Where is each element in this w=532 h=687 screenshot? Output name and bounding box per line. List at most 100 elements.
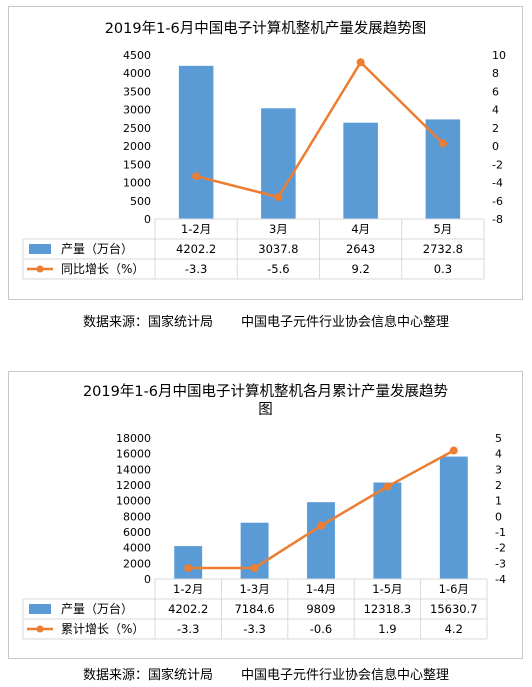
category-label: 1-4月 xyxy=(306,582,336,596)
y-left-tick-label: 3500 xyxy=(123,85,151,98)
table-value-production: 15630.7 xyxy=(430,602,478,616)
category-label: 4月 xyxy=(351,222,370,236)
y-right-tick-label: 0 xyxy=(495,510,502,523)
chart-panel-monthly: 2019年1-6月中国电子计算机整机产量发展趋势图 0 500 1000 1500 200… xyxy=(8,6,523,300)
y-left-tick-label: 1500 xyxy=(123,158,151,171)
table-value-production: 7184.6 xyxy=(234,602,274,616)
table-value-production: 9809 xyxy=(306,602,335,616)
y-left-tick-label: 4000 xyxy=(123,542,151,555)
legend-label-bar: 产量（万台） xyxy=(61,601,133,616)
table-value-production: 12318.3 xyxy=(364,602,412,616)
y-right-tick-label: -4 xyxy=(495,573,506,586)
y-right-tick-label: 0 xyxy=(492,140,499,153)
growth-point xyxy=(317,521,325,530)
table-value-growth: -3.3 xyxy=(185,262,207,276)
source-note-2: 数据来源：国家统计局 中国电子元件行业协会信息中心整理 xyxy=(0,664,532,683)
y-left-tick-label: 2000 xyxy=(123,557,151,570)
legend-label-bar: 产量（万台） xyxy=(61,241,133,256)
growth-point xyxy=(184,564,193,573)
category-label: 1-2月 xyxy=(181,222,211,236)
table-value-growth: 1.9 xyxy=(378,622,396,636)
y-left-tick-label: 14000 xyxy=(116,463,151,476)
y-right-tick-label: 1 xyxy=(495,495,502,508)
organizer-label: 中国电子元件行业协会信息中心整理 xyxy=(241,315,450,330)
growth-point xyxy=(274,193,283,202)
y-left-tick-label: 16000 xyxy=(116,448,151,461)
source-note-1: 数据来源：国家统计局 中国电子元件行业协会信息中心整理 xyxy=(0,311,532,330)
source-label: 数据来源：国家统计局 xyxy=(82,668,213,683)
y-right-tick-label: -6 xyxy=(492,195,503,208)
y-left-tick-label: 12000 xyxy=(116,479,151,492)
y-right-tick-label: -2 xyxy=(495,542,506,555)
bar xyxy=(178,65,214,220)
y-left-tick-label: 8000 xyxy=(123,510,151,523)
growth-point xyxy=(438,139,447,148)
legend-key-marker xyxy=(36,265,44,273)
growth-point xyxy=(250,564,259,573)
bar xyxy=(373,482,402,579)
y-right-tick-label: -2 xyxy=(492,158,503,171)
category-label: 1-5月 xyxy=(372,582,402,596)
y-right-tick-label: 10 xyxy=(492,49,506,62)
legend-key-marker xyxy=(36,625,44,633)
legend-key-bar xyxy=(29,244,51,254)
bar xyxy=(261,108,296,219)
source-label: 数据来源：国家统计局 xyxy=(82,315,213,330)
chart-title-line2: 图 xyxy=(258,402,273,418)
y-right-tick-label: -8 xyxy=(492,213,503,226)
y-left-tick-label: 4500 xyxy=(123,49,151,62)
y-right-tick-label: 4 xyxy=(495,448,502,461)
y-right-tick-label: 4 xyxy=(492,104,499,117)
growth-point xyxy=(449,446,458,455)
y-left-tick-label: 500 xyxy=(130,195,151,208)
y-left-tick-label: 3000 xyxy=(123,104,151,117)
y-right-tick-label: 8 xyxy=(492,67,499,80)
table-value-production: 2643 xyxy=(346,242,375,256)
table-value-growth: -0.6 xyxy=(310,622,332,636)
y-left-tick-label: 4000 xyxy=(123,67,151,80)
category-label: 5月 xyxy=(433,222,452,236)
y-left-tick-label: 18000 xyxy=(116,432,151,445)
y-right-tick-label: 6 xyxy=(492,85,499,98)
y-left-tick-label: 2000 xyxy=(123,140,151,153)
y-right-tick-label: 2 xyxy=(492,122,499,135)
bar xyxy=(307,502,335,579)
y-left-tick-label: 6000 xyxy=(123,526,151,539)
table-value-growth: -3.3 xyxy=(177,622,199,636)
bar xyxy=(425,119,461,219)
y-left-tick-label: 10000 xyxy=(116,495,151,508)
y-right-tick-label: 5 xyxy=(495,432,502,445)
table-value-production: 4202.2 xyxy=(168,602,208,616)
y-left-tick-label: 0 xyxy=(144,213,151,226)
y-right-tick-label: 3 xyxy=(495,463,502,476)
table-value-growth: 4.2 xyxy=(445,622,463,636)
chart-title: 2019年1-6月中国电子计算机整机产量发展趋势图 xyxy=(105,20,427,37)
table-value-production: 2732.8 xyxy=(423,242,463,256)
legend-label-line: 累计增长（%） xyxy=(61,622,144,636)
legend-label-line: 同比增长（%） xyxy=(61,262,144,276)
table-value-growth: -3.3 xyxy=(243,622,265,636)
chart-title: 2019年1-6月中国电子计算机整机各月累计产量发展趋势 xyxy=(83,383,448,400)
y-right-tick-label: -1 xyxy=(495,526,506,539)
table-value-growth: 9.2 xyxy=(351,262,369,276)
category-label: 1-3月 xyxy=(239,582,269,596)
growth-line xyxy=(195,61,444,199)
table-value-production: 4202.2 xyxy=(176,242,216,256)
bar xyxy=(343,122,378,219)
y-left-tick-label: 2500 xyxy=(123,122,151,135)
y-right-tick-label: -3 xyxy=(495,557,506,570)
y-right-tick-label: -4 xyxy=(492,177,503,190)
category-label: 1-2月 xyxy=(173,582,203,596)
chart-monthly-svg: 2019年1-6月中国电子计算机整机产量发展趋势图050010001500200… xyxy=(22,20,506,280)
chart-panel-cumulative: 2019年1-6月中国电子计算机整机各月累计产量发展趋势图 0 2000 4000 60… xyxy=(8,371,523,659)
growth-point xyxy=(383,482,392,491)
legend-key-bar xyxy=(29,604,51,614)
category-label: 1-6月 xyxy=(439,582,469,596)
bar xyxy=(439,456,468,579)
growth-point xyxy=(356,58,365,67)
growth-point xyxy=(192,172,201,181)
table-value-production: 3037.8 xyxy=(258,242,298,256)
table-value-growth: -5.6 xyxy=(267,262,289,276)
y-right-tick-label: 2 xyxy=(495,479,502,492)
